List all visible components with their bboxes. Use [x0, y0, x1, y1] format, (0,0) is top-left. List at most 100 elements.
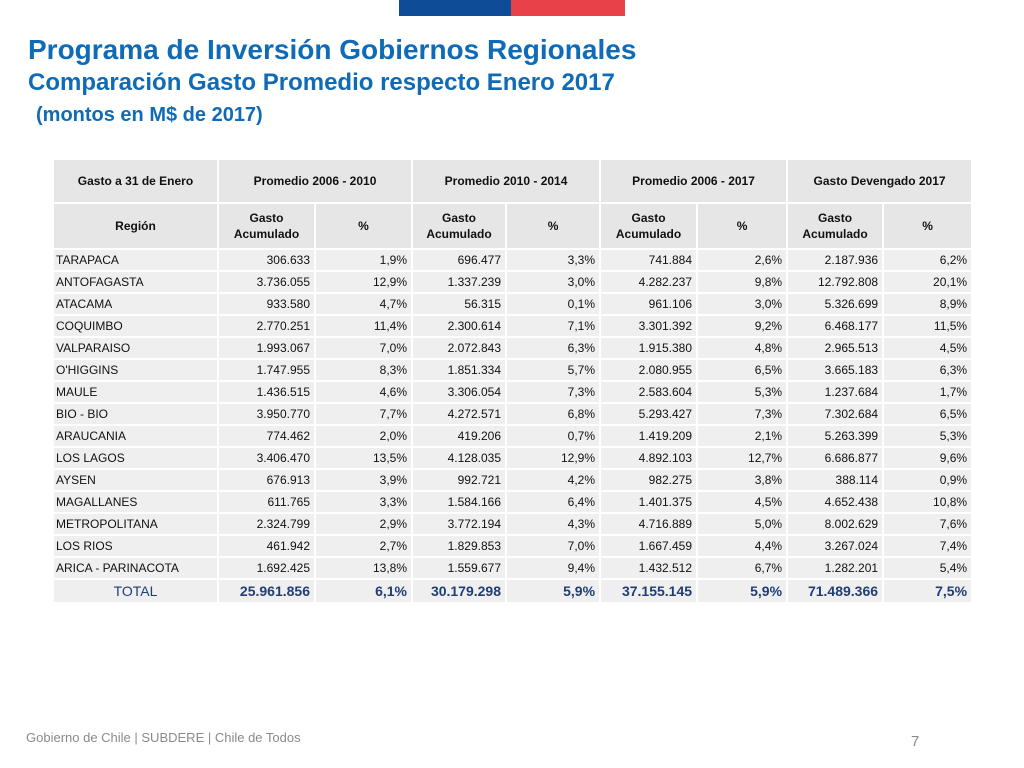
gasto-cell: 2.965.513 — [786, 336, 885, 360]
page-number: 7 — [911, 733, 920, 750]
percent-cell: 10,8% — [882, 490, 974, 514]
gasto-cell: 5.293.427 — [599, 402, 699, 426]
gasto-cell: 1.237.684 — [786, 380, 885, 404]
header-region: Región — [52, 202, 219, 250]
gasto-cell: 6.468.177 — [786, 314, 885, 338]
page-subtitle: Comparación Gasto Promedio respecto Ener… — [28, 69, 615, 96]
gasto-cell: 4.652.438 — [786, 490, 885, 514]
header-percent: % — [505, 202, 602, 250]
percent-cell: 7,0% — [505, 534, 602, 558]
percent-cell: 6,4% — [505, 490, 602, 514]
header-gasto-acumulado: Gasto Acumulado — [599, 202, 699, 250]
percent-cell: 4,5% — [696, 490, 789, 514]
gasto-cell: 961.106 — [599, 292, 699, 316]
percent-cell: 3,0% — [505, 270, 602, 294]
percent-cell: 3,9% — [313, 468, 414, 492]
gasto-cell: 12.792.808 — [786, 270, 885, 294]
percent-cell: 2,7% — [313, 534, 414, 558]
percent-cell: 7,1% — [505, 314, 602, 338]
percent-cell: 4,5% — [882, 336, 974, 360]
percent-cell: 3,8% — [696, 468, 789, 492]
percent-cell: 9,6% — [882, 446, 974, 470]
gasto-cell: 2.187.936 — [786, 248, 885, 272]
percent-cell: 3,3% — [313, 490, 414, 514]
gasto-cell: 30.179.298 — [411, 578, 508, 604]
gasto-cell: 1.432.512 — [599, 556, 699, 580]
flag-stripe-blue — [399, 0, 511, 16]
table-row: LOS LAGOS 3.406.470 13,5% 4.128.035 12,9% 4.8… — [52, 446, 974, 470]
percent-cell: 0,9% — [882, 468, 974, 492]
percent-cell: 9,2% — [696, 314, 789, 338]
percent-cell: 6,2% — [882, 248, 974, 272]
amount-units-note: (montos en M$ de 2017) — [36, 104, 263, 126]
header-promedio-2006-2010: Promedio 2006 - 2010 — [216, 158, 414, 204]
header-percent: % — [313, 202, 414, 250]
percent-cell: 2,6% — [696, 248, 789, 272]
region-cell: O'HIGGINS — [52, 358, 219, 382]
gasto-cell: 4.716.889 — [599, 512, 699, 536]
table-row: AYSEN 676.913 3,9% 992.721 4,2% 982.275 3,8% 38… — [52, 468, 974, 492]
percent-cell: 11,4% — [313, 314, 414, 338]
region-cell: ANTOFAGASTA — [52, 270, 219, 294]
gasto-cell: 3.772.194 — [411, 512, 508, 536]
sub-header-row: Región Gasto Acumulado % Gasto Acumulado… — [52, 202, 974, 250]
gasto-cell: 461.942 — [217, 534, 316, 558]
footer-text: Gobierno de Chile | SUBDERE | Chile de T… — [26, 730, 301, 745]
gasto-cell: 2.072.843 — [411, 336, 508, 360]
gasto-cell: 1.993.067 — [217, 336, 316, 360]
table-row: TARAPACA 306.633 1,9% 696.477 3,3% 741.884 2,6… — [52, 248, 974, 272]
region-cell: TARAPACA — [52, 248, 219, 272]
percent-cell: 12,7% — [696, 446, 789, 470]
gasto-cell: 1.559.677 — [411, 556, 508, 580]
percent-cell: 9,4% — [505, 556, 602, 580]
gasto-cell: 741.884 — [599, 248, 699, 272]
gasto-cell: 7.302.684 — [786, 402, 885, 426]
percent-cell: 13,8% — [313, 556, 414, 580]
gasto-cell: 4.282.237 — [599, 270, 699, 294]
percent-cell: 4,8% — [696, 336, 789, 360]
percent-cell: 3,0% — [696, 292, 789, 316]
gasto-cell: 1.667.459 — [599, 534, 699, 558]
gasto-cell: 676.913 — [217, 468, 316, 492]
gasto-cell: 1.282.201 — [786, 556, 885, 580]
gasto-cell: 306.633 — [217, 248, 316, 272]
gasto-cell: 8.002.629 — [786, 512, 885, 536]
percent-cell: 4,2% — [505, 468, 602, 492]
header-promedio-2010-2014: Promedio 2010 - 2014 — [411, 158, 602, 204]
gasto-cell: 992.721 — [411, 468, 508, 492]
investment-comparison-table: Gasto a 31 de Enero Promedio 2006 - 2010… — [52, 158, 974, 604]
header-percent: % — [696, 202, 789, 250]
flag-stripe-red — [511, 0, 625, 16]
percent-cell: 6,5% — [882, 402, 974, 426]
percent-cell: 5,4% — [882, 556, 974, 580]
percent-cell: 4,6% — [313, 380, 414, 404]
region-cell: VALPARAISO — [52, 336, 219, 360]
percent-cell: 6,5% — [696, 358, 789, 382]
gasto-cell: 3.736.055 — [217, 270, 316, 294]
percent-cell: 7,0% — [313, 336, 414, 360]
header-gasto-acumulado: Gasto Acumulado — [411, 202, 508, 250]
percent-cell: 1,7% — [882, 380, 974, 404]
gasto-cell: 1.436.515 — [217, 380, 316, 404]
percent-cell: 5,3% — [882, 424, 974, 448]
percent-cell: 5,9% — [505, 578, 602, 604]
total-row: TOTAL 25.961.856 6,1% 30.179.298 5,9% 37.155.… — [52, 578, 974, 604]
gasto-cell: 3.301.392 — [599, 314, 699, 338]
header-gasto-devengado-2017: Gasto Devengado 2017 — [786, 158, 974, 204]
percent-cell: 5,7% — [505, 358, 602, 382]
gasto-cell: 2.324.799 — [217, 512, 316, 536]
region-cell: METROPOLITANA — [52, 512, 219, 536]
gasto-cell: 1.747.955 — [217, 358, 316, 382]
percent-cell: 5,9% — [696, 578, 789, 604]
region-cell: ARICA - PARINACOTA — [52, 556, 219, 580]
table-row: ARAUCANIA 774.462 2,0% 419.206 0,7% 1.419.209… — [52, 424, 974, 448]
gasto-cell: 3.267.024 — [786, 534, 885, 558]
percent-cell: 12,9% — [505, 446, 602, 470]
gasto-cell: 25.961.856 — [217, 578, 316, 604]
percent-cell: 8,3% — [313, 358, 414, 382]
gasto-cell: 1.915.380 — [599, 336, 699, 360]
percent-cell: 6,1% — [313, 578, 414, 604]
gasto-cell: 774.462 — [217, 424, 316, 448]
gasto-cell: 5.326.699 — [786, 292, 885, 316]
table-row: ANTOFAGASTA 3.736.055 12,9% 1.337.239 3,0% 4.… — [52, 270, 974, 294]
